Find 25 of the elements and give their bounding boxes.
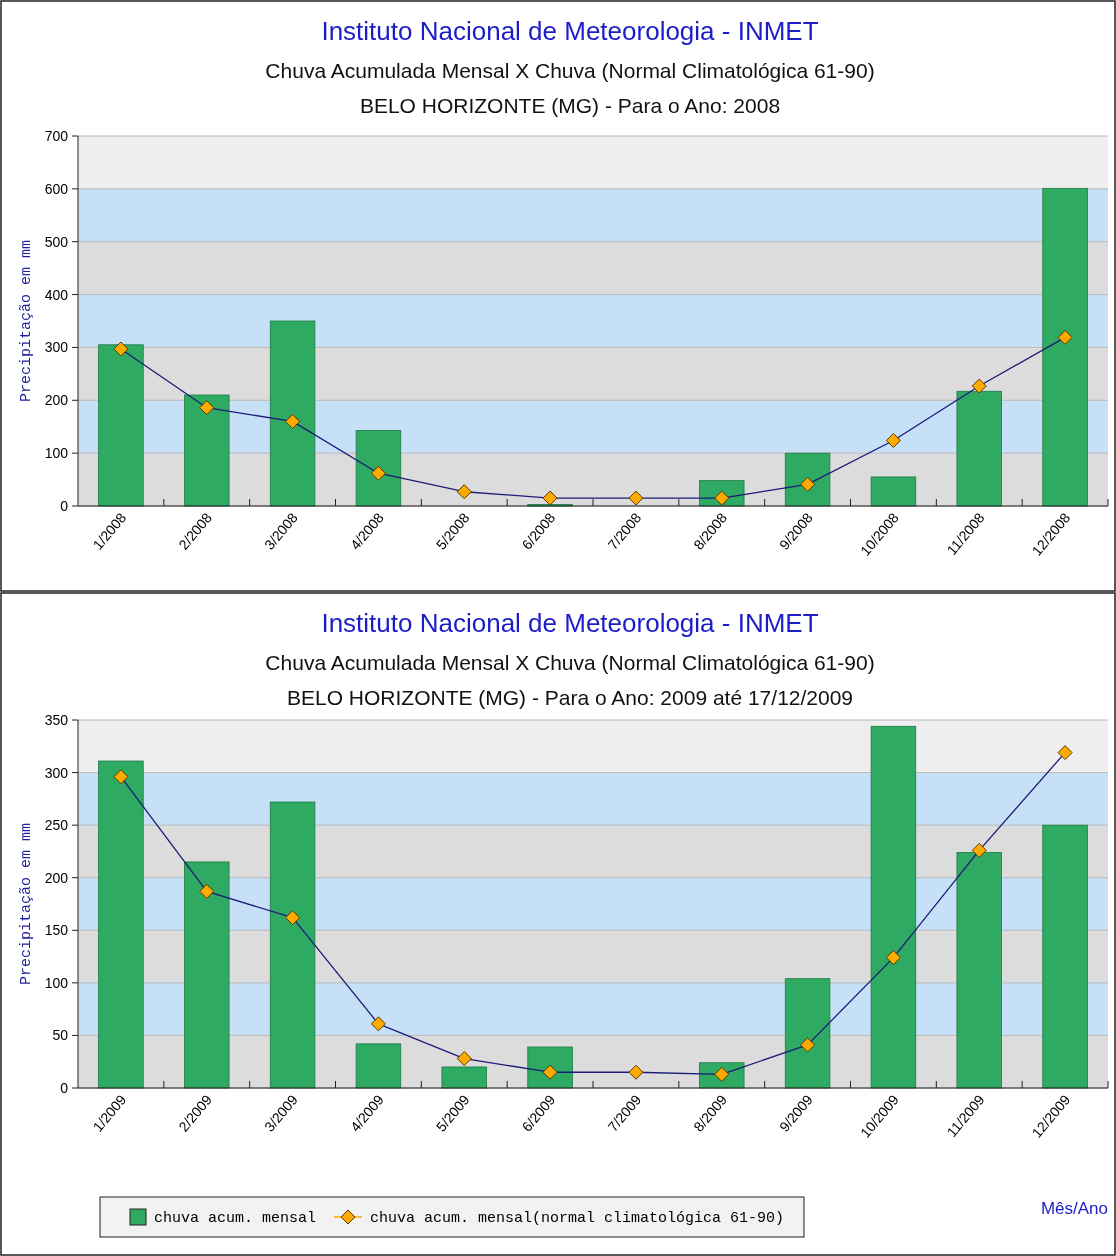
chart-title: Instituto Nacional de Meteorologia - INMET xyxy=(321,608,819,638)
y-tick-label: 600 xyxy=(44,180,69,197)
y-tick-label: 300 xyxy=(44,339,69,356)
y-axis-title: Precipitação em mm xyxy=(18,239,35,403)
chart-title: Instituto Nacional de Meteorologia - INMET xyxy=(321,16,819,46)
y-axis-title: Precipitação em mm xyxy=(18,822,35,986)
legend-label: chuva acum. mensal(normal climatológica 61-90) xyxy=(370,1210,785,1227)
y-tick-label: 0 xyxy=(60,1080,69,1096)
legend-label: chuva acum. mensal xyxy=(154,1210,317,1227)
y-tick-label: 400 xyxy=(44,286,69,303)
y-tick-label: 100 xyxy=(44,974,69,991)
y-tick-label: 100 xyxy=(44,445,69,462)
y-tick-label: 700 xyxy=(44,128,69,144)
y-tick-label: 0 xyxy=(60,498,69,514)
y-tick-label: 300 xyxy=(44,764,69,781)
y-tick-label: 50 xyxy=(52,1027,69,1044)
x-axis-title: Mês/Ano xyxy=(1040,1199,1108,1218)
y-tick-label: 350 xyxy=(44,712,69,728)
y-tick-label: 500 xyxy=(44,233,69,250)
y-tick-label: 200 xyxy=(44,392,69,409)
y-tick-label: 150 xyxy=(44,922,69,939)
chart-subtitle: Chuva Acumulada Mensal X Chuva (Normal Climatológica 61-90) BELO HORIZONTE (MG) - Para o Ano: 2008 xyxy=(265,59,875,117)
chart-subtitle: Chuva Acumulada Mensal X Chuva (Normal Climatológica 61-90) BELO HORIZONTE (MG) - Para o Ano: 2009 até 17/12/2009 xyxy=(265,651,875,709)
y-tick-label: 200 xyxy=(44,869,69,886)
y-tick-label: 250 xyxy=(44,817,69,834)
